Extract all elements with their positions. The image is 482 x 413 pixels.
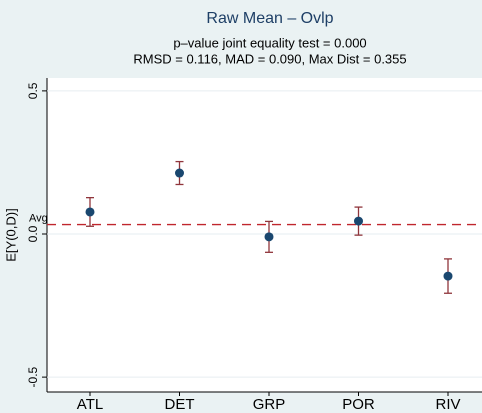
x-tick-label: GRP: [253, 396, 286, 413]
x-tick-label: DET: [165, 396, 195, 413]
chart-subtitle: RMSD = 0.116, MAD = 0.090, Max Dist = 0.…: [133, 51, 406, 66]
point: [443, 271, 453, 281]
chart-subtitle: p–value joint equality test = 0.000: [173, 35, 366, 50]
x-tick-label: POR: [342, 396, 375, 413]
point: [175, 168, 184, 178]
reference-label: Avg: [29, 212, 48, 224]
plot-area: [47, 78, 482, 392]
point: [264, 232, 274, 242]
x-tick-label: RIV: [435, 396, 460, 413]
y-tick-label: 0.5: [26, 82, 40, 99]
y-tick-label: -0.5: [26, 366, 40, 387]
y-axis-label: E[Y(0,D)]: [3, 208, 18, 261]
point: [85, 207, 95, 217]
y-tick-label: 0.0: [26, 225, 40, 242]
x-tick-label: ATL: [77, 396, 103, 413]
point: [354, 216, 363, 226]
chart-title: Raw Mean – Ovlp: [206, 10, 333, 27]
